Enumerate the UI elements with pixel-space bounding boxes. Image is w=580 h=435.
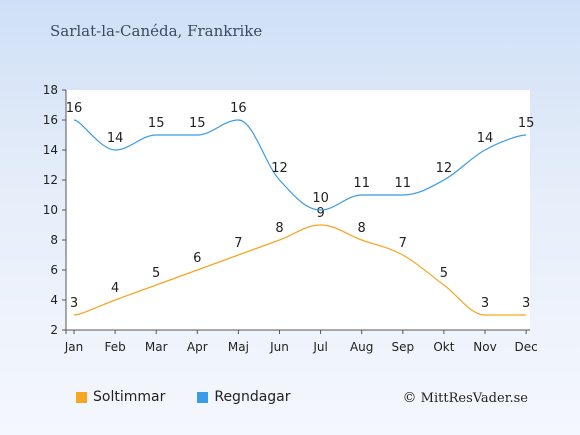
legend: Soltimmar Regndagar [76,389,323,405]
x-tick-label: Mar [145,340,168,354]
data-label-regndagar: 15 [518,116,535,131]
y-tick-label: 10 [43,203,58,217]
x-tick-label: Aug [350,340,373,354]
legend-item-soltimmar: Soltimmar [76,389,165,405]
data-label-regndagar: 15 [148,116,165,131]
y-tick-label: 12 [43,173,58,187]
data-label-regndagar: 12 [271,161,288,176]
data-label-soltimmar: 3 [481,296,489,311]
data-label-soltimmar: 3 [522,296,530,311]
data-label-regndagar: 16 [230,101,247,116]
y-tick-label: 16 [43,113,58,127]
data-label-regndagar: 14 [477,131,494,146]
data-label-soltimmar: 5 [152,266,160,281]
x-tick-label: Maj [228,340,249,354]
data-label-soltimmar: 8 [275,221,283,236]
x-tick-label: Feb [104,340,125,354]
series-line-soltimmar [73,224,527,316]
y-tick-label: 4 [50,293,58,307]
copyright-icon: © [402,390,417,406]
credit: © MittResVader.se [403,390,528,406]
credit-text: MittResVader.se [420,391,528,406]
y-tick-label: 14 [43,143,58,157]
data-label-soltimmar: 8 [358,221,366,236]
data-label-regndagar: 12 [436,161,453,176]
x-tick-label: Okt [433,340,454,354]
y-tick-label: 18 [43,83,58,97]
data-label-regndagar: 15 [189,116,206,131]
data-label-regndagar: 10 [312,191,329,206]
data-label-soltimmar: 7 [234,236,242,251]
x-tick-label: Nov [473,340,496,354]
data-label-regndagar: 16 [66,101,83,116]
x-tick-label: Jun [269,340,289,354]
y-tick-label: 2 [50,323,58,337]
data-label-regndagar: 14 [107,131,124,146]
data-label-soltimmar: 3 [70,296,78,311]
data-label-soltimmar: 5 [440,266,448,281]
data-label-soltimmar: 9 [316,206,324,221]
x-tick-label: Jan [64,340,84,354]
y-tick-label: 8 [50,233,58,247]
chart-title: Sarlat-la-Canéda, Frankrike [50,22,263,40]
legend-item-regndagar: Regndagar [197,389,291,405]
data-label-regndagar: 11 [353,176,370,191]
legend-swatch-soltimmar [76,391,87,403]
x-tick-label: Jul [312,340,327,354]
data-label-regndagar: 11 [395,176,412,191]
plot-area [66,90,530,330]
data-label-soltimmar: 6 [193,251,201,266]
legend-label-soltimmar: Soltimmar [93,389,166,405]
data-label-soltimmar: 4 [111,281,119,296]
x-tick-label: Sep [391,340,414,354]
series-line-regndagar [73,119,527,211]
y-tick-label: 6 [50,263,58,277]
legend-label-regndagar: Regndagar [214,389,291,405]
x-tick-label: Dec [514,340,537,354]
data-label-soltimmar: 7 [399,236,407,251]
legend-swatch-regndagar [197,391,209,403]
x-tick-label: Apr [187,340,208,354]
